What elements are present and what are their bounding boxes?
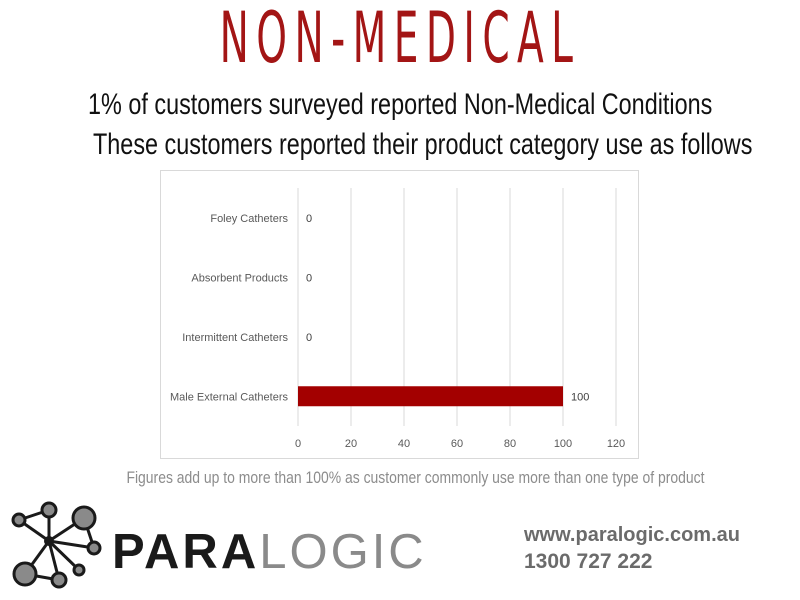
subtitle-line-2-text: These customers reported their product c… — [92, 128, 753, 161]
x-tick-label-0: 0 — [295, 438, 301, 450]
data-label-0: 0 — [306, 213, 312, 225]
footnote-text: Figures add up to more than 100% as cust… — [125, 468, 705, 487]
category-label-1: Absorbent Products — [191, 272, 288, 284]
bar-3 — [298, 386, 563, 407]
x-tick-label-20: 20 — [345, 438, 357, 450]
subtitle-line-2: These customers reported their product c… — [0, 128, 800, 162]
paralogic-network-logo-icon — [11, 501, 102, 589]
logo-text-bold: PARA — [112, 525, 260, 579]
bar-chart: 0 20 40 60 80 100 120 Foley Catheters 0 Absorbent… — [170, 188, 625, 450]
company-logo-text: PARALOGIC — [112, 524, 427, 580]
data-label-2: 0 — [306, 332, 312, 344]
category-label-0: Foley Catheters — [210, 213, 288, 225]
x-tick-label-120: 120 — [607, 438, 625, 450]
category-label-2: Intermittent Catheters — [182, 332, 288, 344]
subtitle-line-1-text: 1% of customers surveyed reported Non-Me… — [88, 88, 713, 121]
page-title: NON-MEDICAL — [219, 0, 581, 79]
x-tick-label-40: 40 — [398, 438, 410, 450]
data-label-3: 100 — [571, 391, 589, 403]
data-label-1: 0 — [306, 272, 312, 284]
x-tick-label-60: 60 — [451, 438, 463, 450]
logo-text-light: LOGIC — [259, 525, 427, 579]
chart-frame: 0 20 40 60 80 100 120 Foley Catheters 0 Absorbent… — [160, 170, 639, 459]
x-tick-label-100: 100 — [554, 438, 572, 450]
phone-number: 1300 727 222 — [524, 550, 653, 573]
footnote: Figures add up to more than 100% as cust… — [0, 468, 800, 488]
x-tick-label-80: 80 — [504, 438, 516, 450]
website-link[interactable]: www.paralogic.com.au — [524, 524, 740, 546]
category-label-3: Male External Catheters — [170, 391, 288, 403]
subtitle-line-1: 1% of customers surveyed reported Non-Me… — [0, 88, 800, 122]
